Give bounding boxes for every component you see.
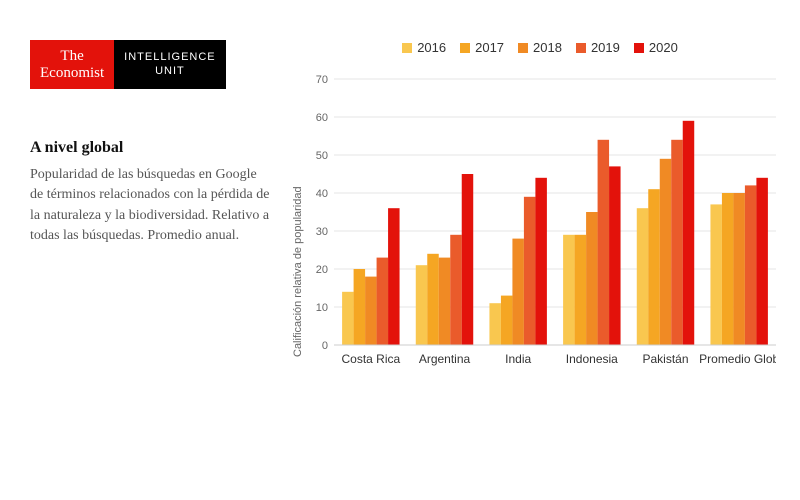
- bar: [439, 258, 450, 345]
- svg-text:Pakistán: Pakistán: [642, 352, 688, 366]
- bar: [427, 254, 438, 345]
- chart-title: A nivel global: [30, 139, 270, 157]
- bar: [354, 269, 365, 345]
- bar: [462, 174, 473, 345]
- svg-text:20: 20: [316, 264, 328, 276]
- bar: [489, 303, 500, 345]
- bar: [722, 193, 733, 345]
- legend-swatch: [576, 43, 586, 53]
- legend-item-2020: 2020: [634, 40, 678, 55]
- svg-text:30: 30: [316, 226, 328, 238]
- bar: [671, 140, 682, 345]
- bar: [575, 235, 586, 345]
- bar: [501, 296, 512, 345]
- legend-label: 2018: [533, 40, 562, 55]
- svg-text:Costa Rica: Costa Rica: [341, 352, 400, 366]
- legend-swatch: [518, 43, 528, 53]
- bar: [524, 197, 535, 345]
- svg-text:70: 70: [316, 74, 328, 86]
- bar: [377, 258, 388, 345]
- bar: [598, 140, 609, 345]
- bar: [388, 208, 399, 345]
- svg-text:50: 50: [316, 150, 328, 162]
- svg-text:Indonesia: Indonesia: [566, 352, 618, 366]
- legend-item-2016: 2016: [402, 40, 446, 55]
- legend-item-2019: 2019: [576, 40, 620, 55]
- bar: [586, 212, 597, 345]
- bar: [609, 166, 620, 345]
- svg-text:Promedio Glob: Promedio Glob: [699, 352, 776, 366]
- legend-item-2018: 2018: [518, 40, 562, 55]
- logo-red-line1: The: [40, 48, 104, 65]
- bar: [535, 178, 546, 345]
- bar: [563, 235, 574, 345]
- svg-text:Argentina: Argentina: [419, 352, 471, 366]
- legend-swatch: [402, 43, 412, 53]
- logo-economist-red: The Economist: [30, 40, 114, 89]
- svg-text:0: 0: [322, 340, 328, 352]
- bar-chart: 0 10 20 30 40 50 60 70 Costa Rica Argentina India I…: [306, 73, 790, 470]
- bar: [450, 235, 461, 345]
- bar: [683, 121, 694, 345]
- bar: [637, 208, 648, 345]
- legend-label: 2017: [475, 40, 504, 55]
- bar: [365, 277, 376, 345]
- logo-red-line2: Economist: [40, 65, 104, 82]
- y-axis-label: Calificación relativa de popularidad: [290, 73, 306, 470]
- svg-text:10: 10: [316, 302, 328, 314]
- legend-swatch: [460, 43, 470, 53]
- logo-black-line2: UNIT: [155, 65, 185, 78]
- bar: [733, 193, 744, 345]
- bar: [416, 265, 427, 345]
- legend-label: 2020: [649, 40, 678, 55]
- bar: [710, 204, 721, 345]
- legend-item-2017: 2017: [460, 40, 504, 55]
- bar: [342, 292, 353, 345]
- svg-text:40: 40: [316, 188, 328, 200]
- legend-label: 2019: [591, 40, 620, 55]
- bar: [648, 189, 659, 345]
- economist-logo: The Economist INTELLIGENCE UNIT: [30, 40, 270, 89]
- svg-text:60: 60: [316, 112, 328, 124]
- bar: [756, 178, 767, 345]
- legend-swatch: [634, 43, 644, 53]
- bar: [745, 185, 756, 345]
- logo-intelligence-unit: INTELLIGENCE UNIT: [114, 40, 225, 89]
- logo-black-line1: INTELLIGENCE: [124, 51, 215, 64]
- bar: [660, 159, 671, 345]
- chart-legend: 2016 2017 2018 2019 2020: [290, 40, 790, 55]
- svg-text:India: India: [505, 352, 531, 366]
- bar: [512, 239, 523, 345]
- legend-label: 2016: [417, 40, 446, 55]
- chart-description: Popularidad de las búsquedas en Google d…: [30, 165, 270, 246]
